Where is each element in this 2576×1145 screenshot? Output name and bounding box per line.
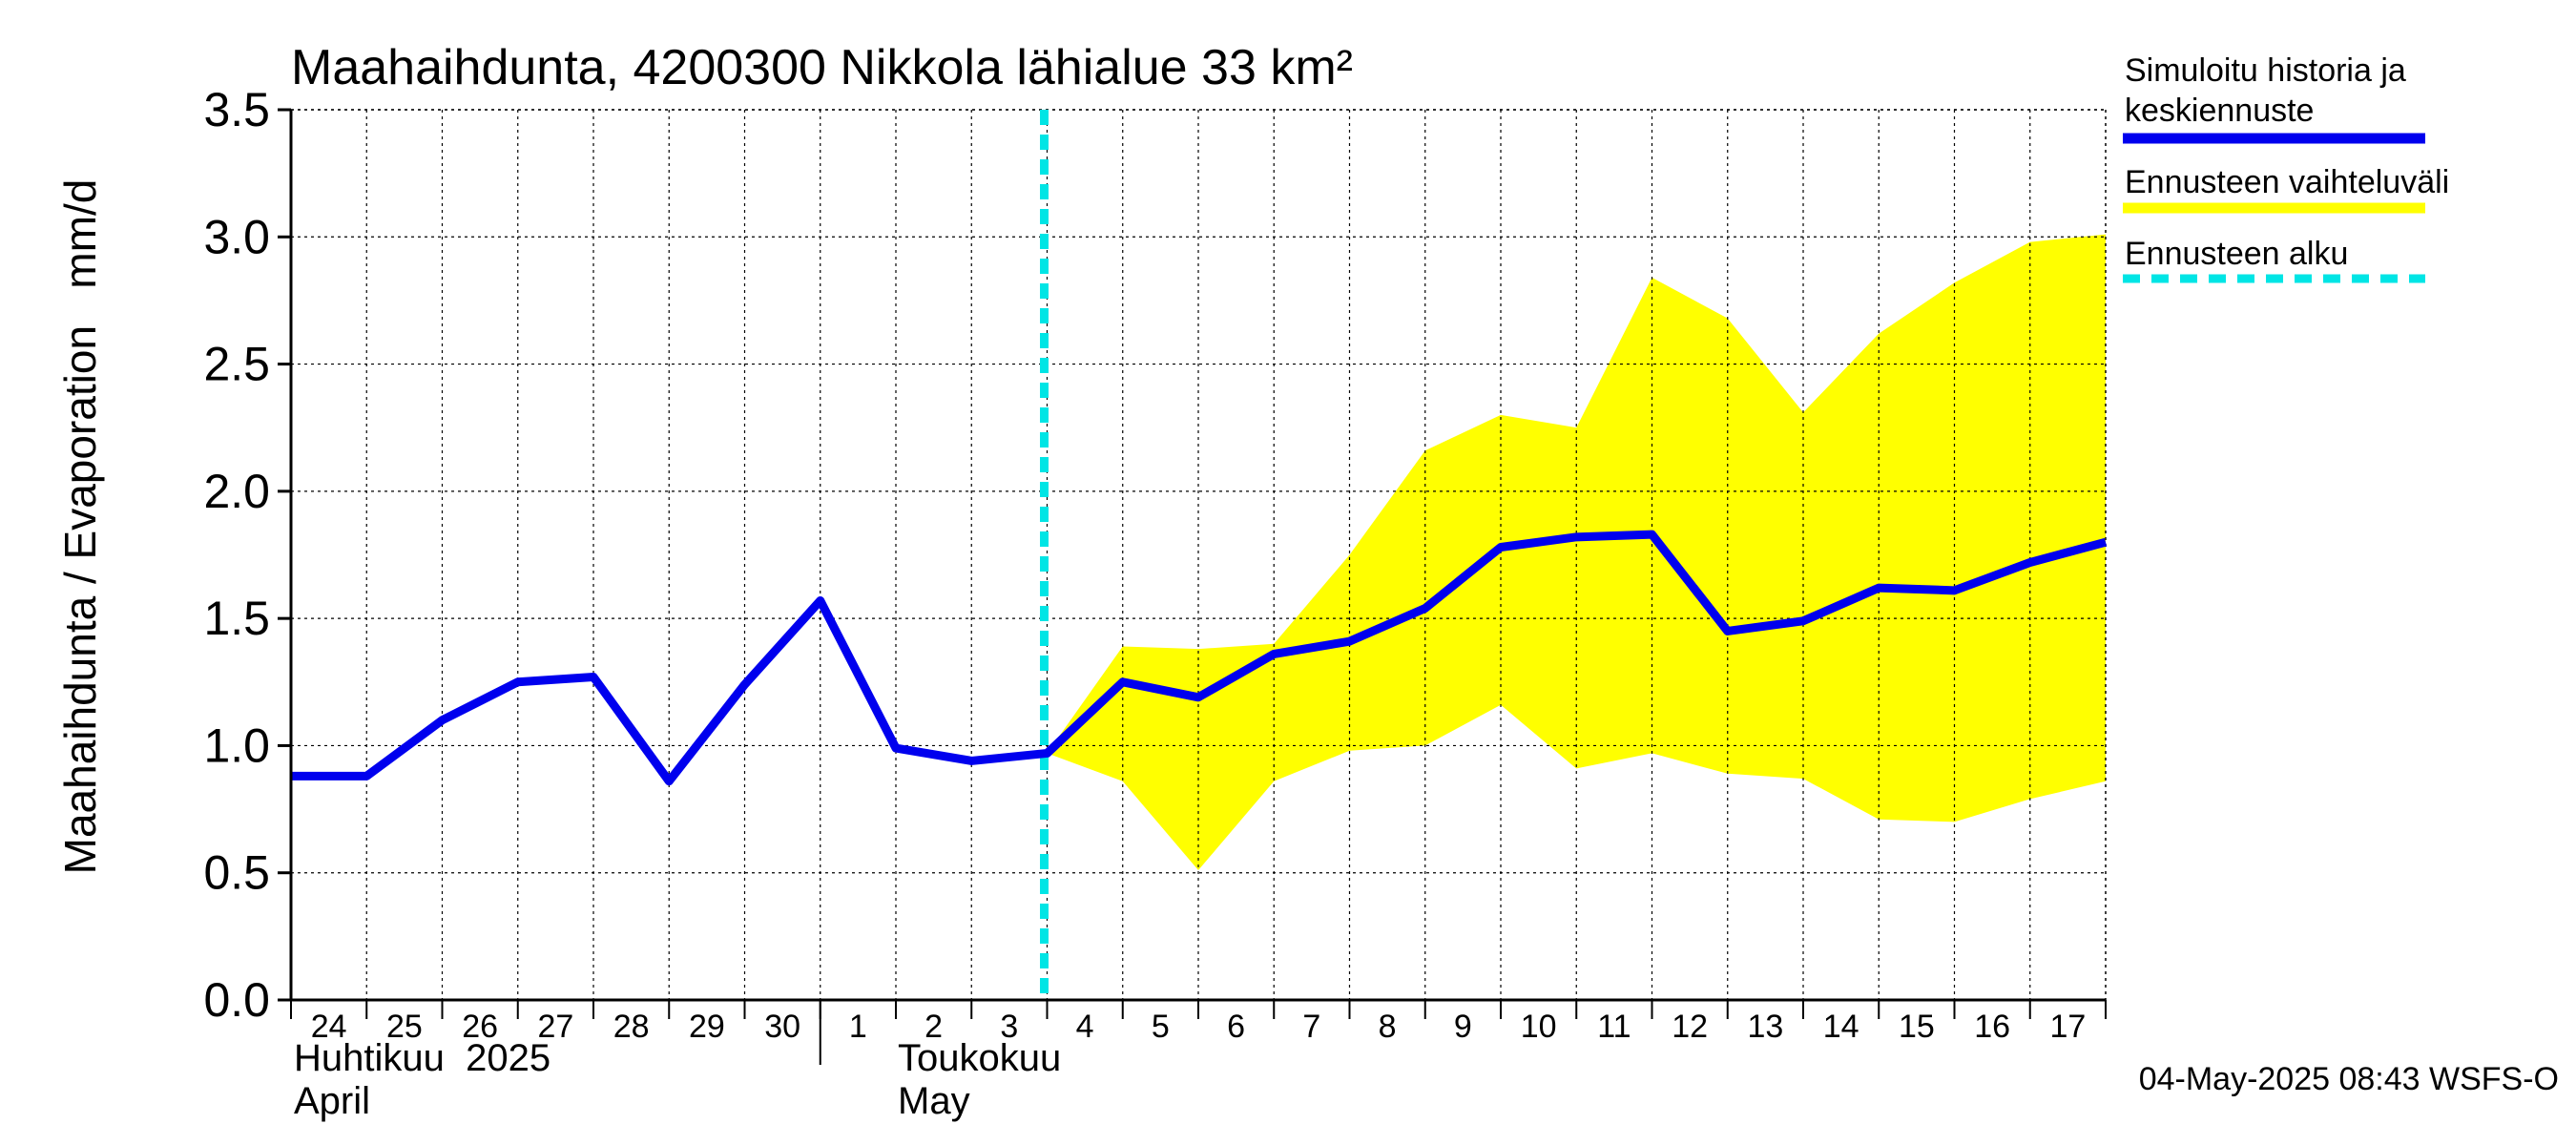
median-series-line	[291, 530, 2108, 786]
y-tick-labels: 0.0 0.5 1.0 1.5 2.0 2.5 3.0 3.5	[203, 83, 291, 1027]
month-label-april-line1: Huhtikuu 2025	[294, 1037, 551, 1079]
x-tick-label: 14	[1823, 1009, 1859, 1045]
legend-label-forecast-start: Ennusteen alku	[2125, 236, 2348, 272]
x-tick-label: 17	[2049, 1009, 2086, 1045]
x-tick-labels: 24 25 26 27 28 29 30 1 2 3 4 5 6 7 8 9 10 11 12 13 14 15 16 17	[290, 1000, 2107, 1065]
x-tick-label: 30	[764, 1009, 800, 1045]
y-tick-label: 2.0	[203, 465, 270, 518]
y-tick-label: 0.5	[203, 846, 270, 900]
x-tick-label: 28	[613, 1009, 650, 1045]
y-tick-label: 3.5	[203, 83, 270, 136]
chart-title: Maahaihdunta, 4200300 Nikkola lähialue 3…	[291, 40, 1353, 95]
x-tick-label: 12	[1672, 1009, 1708, 1045]
y-tick-label: 1.0	[203, 718, 270, 772]
x-tick-label: 11	[1597, 1009, 1631, 1045]
month-label-may-line2: May	[898, 1080, 970, 1122]
x-tick-label: 7	[1302, 1009, 1320, 1045]
x-tick-label: 2	[924, 1009, 943, 1045]
x-tick-label: 27	[537, 1009, 573, 1045]
x-tick-label: 8	[1379, 1009, 1397, 1045]
x-tick-label: 13	[1747, 1009, 1783, 1045]
x-tick-label: 6	[1227, 1009, 1245, 1045]
y-tick-label: 3.0	[203, 210, 270, 263]
x-tick-label: 3	[1000, 1009, 1018, 1045]
legend-label-range: Ennusteen vaihteluväli	[2125, 164, 2449, 200]
y-tick-label: 2.5	[203, 338, 270, 391]
x-tick-label: 10	[1521, 1009, 1557, 1045]
month-label-may-line1: Toukokuu	[898, 1037, 1061, 1079]
x-tick-label: 5	[1152, 1009, 1170, 1045]
x-tick-label: 25	[386, 1009, 423, 1045]
x-tick-label: 1	[849, 1009, 867, 1045]
legend: Simuloitu historia ja keskiennuste Ennus…	[2123, 52, 2449, 283]
legend-label-median-line1: Simuloitu historia ja	[2125, 52, 2406, 89]
x-tick-label: 9	[1454, 1009, 1472, 1045]
x-tick-label: 24	[311, 1009, 347, 1045]
y-tick-label: 1.5	[203, 592, 270, 645]
month-label-april-line2: April	[294, 1080, 370, 1122]
x-tick-label: 15	[1899, 1009, 1935, 1045]
gridlines	[291, 109, 2107, 1000]
x-tick-label: 26	[462, 1009, 498, 1045]
x-tick-label: 16	[1974, 1009, 2010, 1045]
median-line-layer	[291, 530, 2108, 786]
x-tick-label: 29	[689, 1009, 725, 1045]
timestamp-footer: 04-May-2025 08:43 WSFS-O	[2139, 1061, 2559, 1097]
y-tick-label: 0.0	[203, 973, 270, 1027]
legend-label-median-line2: keskiennuste	[2125, 93, 2314, 129]
y-axis-label: Maahaihdunta / Evaporation mm/d	[55, 179, 105, 875]
x-tick-label: 4	[1076, 1009, 1094, 1045]
